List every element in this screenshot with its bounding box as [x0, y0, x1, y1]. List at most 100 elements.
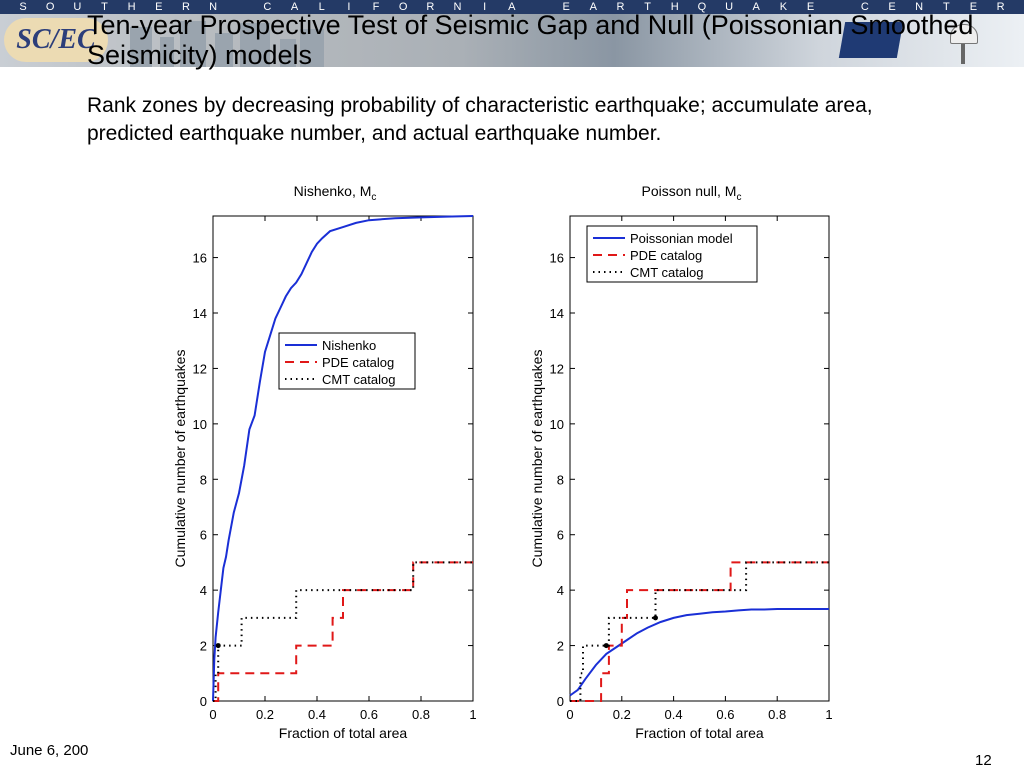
banner-letter: U	[725, 1, 734, 13]
data-point-marker	[603, 643, 609, 649]
banner-letter: R	[996, 1, 1005, 13]
x-tick-label: 0	[209, 707, 216, 722]
legend-label: CMT catalog	[630, 265, 703, 280]
x-tick-label: 0.2	[613, 707, 631, 722]
legend-label: Poissonian model	[630, 231, 733, 246]
x-tick-label: 0.4	[308, 707, 326, 722]
x-tick-label: 0.4	[665, 707, 683, 722]
banner-letter: O	[45, 1, 55, 13]
y-tick-label: 2	[200, 639, 207, 654]
banner-letter: O	[398, 1, 408, 13]
x-axis-label: Fraction of total area	[279, 725, 408, 741]
banner-letter: T	[644, 1, 651, 13]
plot-frame	[212, 215, 474, 702]
banner-letter: F	[372, 1, 380, 13]
banner-letter: A	[290, 1, 299, 13]
chart-title-subscript: c	[736, 192, 741, 203]
slide-title: Ten-year Prospective Test of Seismic Gap…	[87, 10, 974, 70]
footer-date: June 6, 200	[10, 742, 89, 759]
banner-letter: S	[19, 1, 27, 13]
y-tick-label: 16	[193, 251, 207, 266]
y-tick-label: 0	[200, 694, 207, 709]
y-tick-label: 10	[550, 417, 564, 432]
y-tick-label: 4	[557, 583, 564, 598]
skyline-building	[280, 39, 296, 67]
series-line-1	[569, 608, 829, 697]
banner-letter: N	[209, 1, 218, 13]
banner-letter: N	[453, 1, 462, 13]
x-tick-label: 0.6	[716, 707, 734, 722]
banner-letter: K	[779, 1, 788, 13]
chart-panel-1: Nishenko, Mc0 0.2 0.4 0.6 0.8 10246810121416F…	[172, 183, 477, 741]
slide-subtitle: Rank zones by decreasing probability of …	[87, 94, 873, 145]
y-tick-label: 16	[550, 251, 564, 266]
y-tick-label: 14	[193, 306, 207, 321]
series-line-2	[213, 561, 473, 702]
chart-title-subscript: c	[371, 192, 376, 203]
series-line-3	[570, 561, 829, 702]
legend-label: CMT catalog	[322, 372, 395, 387]
banner-letter: T	[942, 1, 950, 13]
chart-title: Poisson null, Mc	[642, 183, 742, 203]
logo-text: SC/EC	[16, 24, 96, 55]
banner-strip	[0, 0, 1024, 14]
banner-letter: E	[969, 1, 978, 13]
banner-letter: H	[670, 1, 679, 13]
scec-logo: SC/EC	[4, 18, 108, 62]
x-axis-label: Fraction of total area	[635, 725, 764, 741]
legend-label: PDE catalog	[630, 248, 702, 263]
gps-dome-icon	[950, 24, 978, 44]
banner-letter: A	[508, 1, 516, 13]
banner-letter: E	[562, 1, 570, 13]
skyline-building	[180, 21, 206, 67]
banner-letter: T	[101, 1, 108, 13]
x-tick-label: 0.2	[256, 707, 274, 722]
skyline-building	[130, 27, 152, 67]
banner-letter: R	[181, 1, 190, 13]
banner-letter: E	[806, 1, 815, 13]
skyline-building	[160, 37, 174, 67]
y-tick-label: 4	[200, 583, 207, 598]
x-tick-label: 0.8	[412, 707, 430, 722]
y-axis-label: Cumulative number of earthquakes	[529, 350, 545, 568]
banner-letter: A	[752, 1, 760, 13]
y-tick-label: 10	[193, 417, 207, 432]
banner-letter: Q	[697, 1, 707, 13]
y-tick-label: 0	[557, 694, 564, 709]
y-tick-label: 6	[200, 528, 207, 543]
banner-letter: N	[915, 1, 924, 13]
y-tick-label: 6	[557, 528, 564, 543]
x-tick-label: 0.8	[768, 707, 786, 722]
series-line-2	[570, 561, 829, 702]
banner-letter: R	[426, 1, 435, 13]
skyline-building	[240, 23, 270, 67]
banner-letter: R	[616, 1, 625, 13]
chart-panel-2: Poisson null, Mc0 0.2 0.4 0.6 0.8 10246810121…	[529, 183, 833, 741]
chart-title: Nishenko, Mc	[294, 183, 377, 203]
banner-letter: U	[73, 1, 82, 13]
y-tick-label: 12	[193, 361, 207, 376]
x-tick-label: 1	[469, 707, 476, 722]
data-point-marker	[652, 615, 658, 621]
banner-letter: C	[263, 1, 272, 13]
banner-letter: L	[318, 1, 325, 13]
x-tick-label: 0.6	[360, 707, 378, 722]
y-tick-label: 2	[557, 639, 564, 654]
y-tick-label: 8	[200, 472, 207, 487]
x-tick-label: 0	[566, 707, 573, 722]
series-line-3	[213, 561, 473, 702]
y-axis-label: Cumulative number of earthquakes	[172, 350, 188, 568]
banner-letter: C	[860, 1, 869, 13]
banner-letter: E	[155, 1, 163, 13]
legend-label: Nishenko	[322, 338, 376, 353]
series-line-1	[212, 215, 474, 702]
y-tick-label: 8	[557, 472, 564, 487]
banner-letter: E	[888, 1, 896, 13]
y-tick-label: 14	[550, 306, 564, 321]
data-point-marker	[215, 643, 221, 649]
skyline-building	[300, 29, 324, 67]
skyline-building	[215, 33, 233, 67]
gps-station-pole	[961, 42, 965, 64]
